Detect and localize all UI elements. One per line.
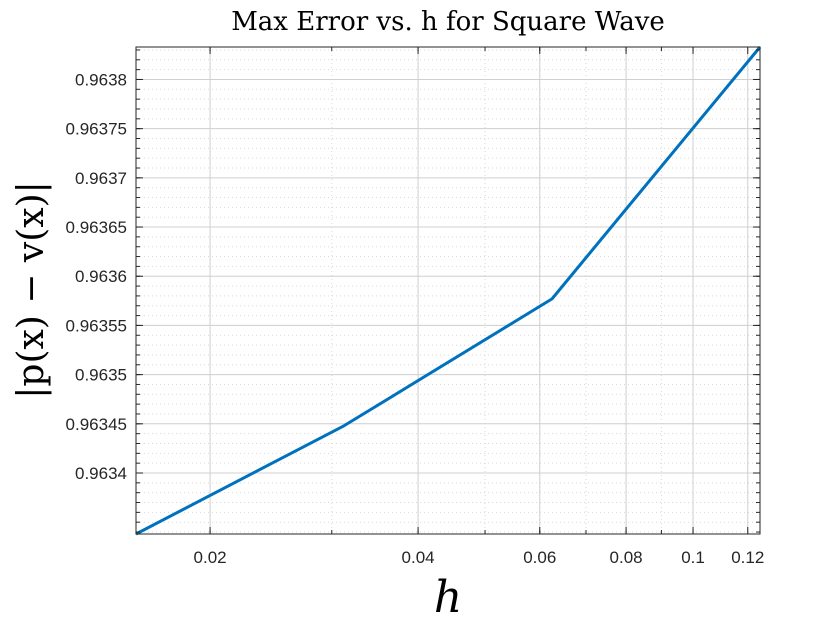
y-tick-label: 0.96375: [66, 120, 127, 139]
x-tick-label: 0.06: [523, 548, 556, 567]
x-tick-label: 0.1: [681, 548, 705, 567]
y-axis-label: |p(x) − v(x)|: [11, 181, 52, 398]
y-tick-label: 0.9637: [75, 169, 127, 188]
y-tick-label: 0.96345: [66, 415, 127, 434]
y-tick-label: 0.9635: [75, 366, 127, 385]
y-tick-label: 0.96355: [66, 316, 127, 335]
plot-frame: [135, 46, 761, 535]
tick-marks: [136, 47, 760, 534]
series-line: [135, 46, 762, 536]
series-layer: [135, 46, 762, 536]
x-tick-label: 0.02: [194, 548, 227, 567]
x-axis-label: h: [434, 572, 462, 623]
chart-title: Max Error vs. h for Square Wave: [231, 7, 665, 37]
x-tick-label: 0.04: [402, 548, 435, 567]
y-tick-labels: 0.9634 0.96345 0.9635 0.96355 0.9636 0.96365 0…: [66, 70, 127, 483]
x-tick-label: 0.12: [731, 548, 764, 567]
x-tick-labels: 0.02 0.04 0.06 0.08 0.1 0.12: [194, 548, 765, 567]
x-tick-label: 0.08: [610, 548, 643, 567]
y-tick-label: 0.96365: [66, 218, 127, 237]
plot-area: [136, 47, 760, 534]
y-tick-label: 0.9636: [75, 267, 127, 286]
y-tick-label: 0.9638: [75, 70, 127, 89]
major-grid: [136, 47, 760, 534]
y-tick-label: 0.9634: [75, 464, 127, 483]
